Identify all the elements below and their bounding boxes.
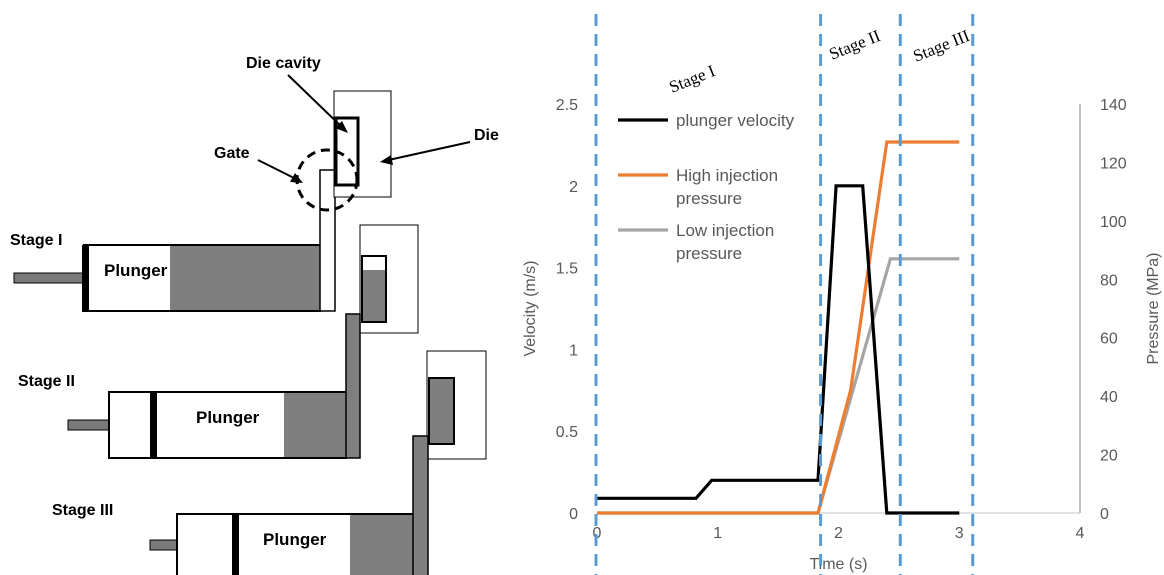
- y-tick-label: 0: [569, 506, 578, 523]
- y2-tick-label: 80: [1100, 272, 1118, 289]
- chart: 0 1 2 3 400.511.522.5020406080100120140Time …: [522, 14, 1162, 575]
- series-line-1: [597, 140, 960, 515]
- stage2-label: Stage II: [18, 373, 75, 390]
- stage3-label: Stage III: [52, 502, 113, 519]
- x-tick-label: 3: [955, 525, 964, 542]
- legend-label: Low injection: [676, 221, 774, 240]
- y2-tick-label: 140: [1100, 97, 1127, 114]
- chart-stages: Stage I Stage II Stage III: [594, 14, 975, 575]
- series-line-0: [597, 184, 960, 515]
- legend-label: pressure: [676, 244, 742, 263]
- stage-label: Stage II: [826, 26, 883, 64]
- stage2-plunger-label: Plunger: [196, 408, 260, 427]
- y-tick-label: 2.5: [556, 97, 578, 114]
- y-tick-label: 1: [569, 342, 578, 359]
- y2-tick-label: 20: [1100, 448, 1118, 465]
- stage1-label: Stage I: [10, 232, 62, 249]
- y-tick-label: 2: [569, 179, 578, 196]
- stage2-runner: [345, 313, 361, 459]
- die-arrowhead: [380, 155, 393, 165]
- x-axis-title: Time (s): [809, 556, 867, 573]
- y2-tick-label: 120: [1100, 155, 1127, 172]
- stage3-plunger-head: [232, 514, 239, 575]
- chart-lines: [597, 140, 960, 515]
- stage1-rod: [13, 272, 85, 284]
- die-cavity-arrow: [287, 74, 347, 132]
- stage-label: Stage III: [910, 26, 972, 66]
- stage1-assembly: Die cavity Gate Die Stage I Plunger: [10, 55, 499, 312]
- gate-arrowhead: [290, 173, 303, 183]
- stage2-metal: [284, 393, 346, 457]
- y2-tick-label: 60: [1100, 331, 1118, 348]
- stage2-assembly: Stage II Plunger: [18, 224, 419, 459]
- legend-label: High injection: [676, 166, 778, 185]
- y-tick-label: 1.5: [556, 261, 578, 278]
- y2-tick-label: 40: [1100, 389, 1118, 406]
- stage2-cavity-fill: [363, 270, 385, 321]
- stage3-runner: [412, 435, 429, 575]
- stage2-plunger-head: [150, 392, 157, 459]
- legend-label: plunger velocity: [676, 111, 795, 130]
- stage1-metal: [170, 246, 320, 310]
- die-arrow: [383, 141, 471, 162]
- series-line-2: [597, 257, 960, 515]
- die-cavity-arrowhead: [335, 121, 348, 133]
- stage1-plunger-head: [82, 245, 89, 312]
- schematic: Die cavity Gate Die Stage I Plunger Stag…: [10, 55, 499, 575]
- stage-label: Stage I: [666, 61, 718, 97]
- die-label: Die: [474, 127, 499, 144]
- chart-axes: 0 1 2 3 400.511.522.5020406080100120140Time …: [522, 97, 1162, 573]
- stage3-metal: [350, 515, 413, 575]
- stage3-cavity: [428, 377, 455, 445]
- x-tick-label: 4: [1076, 525, 1085, 542]
- legend-label: pressure: [676, 189, 742, 208]
- stage1-runner: [319, 169, 336, 312]
- stage3-plunger-label: Plunger: [263, 530, 327, 549]
- stage3-assembly: Stage III Plunger: [52, 350, 487, 575]
- y2-tick-label: 0: [1100, 506, 1109, 523]
- y2-axis-title: Pressure (MPa): [1145, 252, 1162, 364]
- chart-legend: plunger velocity High injection pressure Lo…: [618, 111, 795, 263]
- y-axis-title: Velocity (m/s): [522, 260, 539, 356]
- x-tick-label: 0: [593, 525, 602, 542]
- y-tick-label: 0.5: [556, 424, 578, 441]
- x-tick-label: 1: [713, 525, 722, 542]
- y2-tick-label: 100: [1100, 214, 1127, 231]
- x-tick-label: 2: [834, 525, 843, 542]
- stage1-plunger-label: Plunger: [104, 261, 168, 280]
- gate-label: Gate: [214, 145, 250, 162]
- die-cavity-label: Die cavity: [246, 55, 321, 72]
